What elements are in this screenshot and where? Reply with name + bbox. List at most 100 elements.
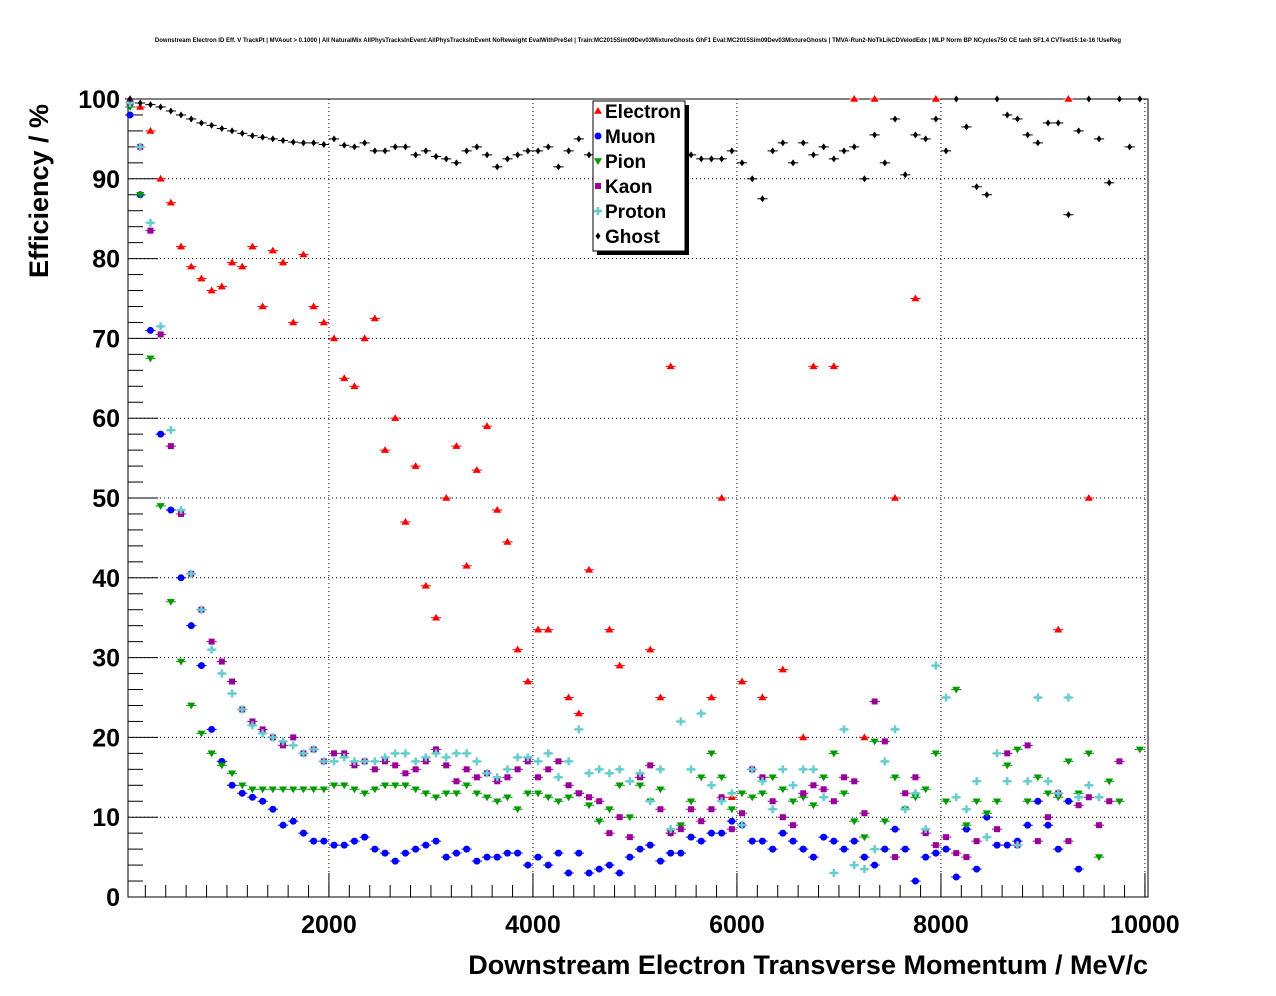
x-tick-label: 2000 <box>301 911 357 939</box>
ghost-data-point <box>1035 139 1041 147</box>
muon-data-point <box>503 849 511 857</box>
pion-data-point <box>238 782 247 790</box>
muon-data-point <box>473 857 481 865</box>
proton-data-point <box>615 765 624 774</box>
electron-data-point <box>166 198 175 206</box>
electron-data-point <box>462 561 471 569</box>
proton-data-point <box>401 749 410 758</box>
muon-data-point <box>667 849 675 857</box>
proton-data-point <box>707 781 716 790</box>
muon-data-point <box>830 837 838 845</box>
y-tick-label: 60 <box>92 405 120 433</box>
proton-data-point <box>972 777 981 786</box>
muon-data-point <box>463 845 471 853</box>
kaon-data-point <box>1085 794 1092 801</box>
muon-data-point <box>1064 797 1072 805</box>
electron-data-point <box>279 258 288 266</box>
muon-data-point <box>1024 821 1032 829</box>
proton-data-point <box>646 797 655 806</box>
ghost-data-point <box>719 155 725 163</box>
electron-data-point <box>615 661 624 669</box>
electron-data-point <box>809 362 818 370</box>
y-tick-label: 80 <box>92 246 120 274</box>
muon-data-point <box>412 845 420 853</box>
muon-data-point <box>238 789 246 797</box>
ghost-data-point <box>331 135 337 143</box>
ghost-data-point <box>474 143 480 151</box>
muon-data-point <box>554 849 562 857</box>
kaon-data-point <box>912 774 919 781</box>
pion-data-point <box>687 798 696 806</box>
x-tick-label: 4000 <box>505 911 561 939</box>
ghost-data-point <box>321 140 327 148</box>
ghost-data-point <box>188 115 194 123</box>
ghost-data-point <box>872 131 878 139</box>
proton-data-point <box>636 769 645 778</box>
muon-data-point <box>769 845 777 853</box>
y-tick-label: 90 <box>92 166 120 194</box>
ghost-data-point <box>810 151 816 159</box>
pion-data-point <box>350 786 359 794</box>
proton-data-point <box>462 749 471 758</box>
kaon-data-point <box>963 854 970 861</box>
x-tick-label: 8000 <box>913 911 969 939</box>
muon-data-point <box>187 622 195 630</box>
ghost-data-point <box>902 171 908 179</box>
pion-data-point <box>829 750 838 758</box>
muon-data-point <box>881 845 889 853</box>
proton-data-point <box>901 805 910 814</box>
pion-data-point <box>472 790 481 798</box>
muon-data-point <box>1034 797 1042 805</box>
ghost-data-point <box>351 143 357 151</box>
kaon-data-point <box>555 758 562 765</box>
pion-data-point <box>727 806 736 814</box>
ghost-data-point <box>423 147 429 155</box>
electron-data-point <box>656 693 665 701</box>
pion-data-point <box>768 774 777 782</box>
electron-data-point <box>666 362 675 370</box>
pion-data-point <box>982 810 991 818</box>
pion-data-point <box>166 598 175 606</box>
legend-label-muon: Muon <box>605 127 656 148</box>
kaon-data-point <box>1096 822 1103 829</box>
pion-data-point <box>850 818 859 826</box>
muon-data-point <box>728 817 736 825</box>
ghost-data-point <box>994 95 1000 103</box>
kaon-data-point <box>473 774 480 781</box>
proton-data-point <box>1023 777 1032 786</box>
pion-data-point <box>758 790 767 798</box>
kaon-data-point <box>1034 838 1041 845</box>
muon-data-point <box>636 845 644 853</box>
pion-data-point <box>891 774 900 782</box>
kaon-data-point <box>943 834 950 841</box>
kaon-data-point <box>932 842 939 849</box>
ghost-data-point <box>831 155 837 163</box>
pion-data-point <box>870 738 879 746</box>
proton-data-point <box>493 773 502 782</box>
ghost-data-point <box>290 138 296 146</box>
electron-data-point <box>483 422 492 429</box>
x-tick-label: 10000 <box>1110 911 1180 939</box>
ghost-data-point <box>688 151 694 159</box>
pion-data-point <box>676 822 685 830</box>
muon-data-point <box>361 833 369 841</box>
pion-data-point <box>279 786 288 794</box>
proton-data-point <box>1064 693 1073 702</box>
pion-data-point <box>778 786 787 794</box>
pion-data-point <box>503 794 512 802</box>
electron-data-point <box>1084 494 1093 501</box>
proton-data-point <box>789 781 798 790</box>
pion-data-point <box>258 786 267 794</box>
proton-data-point <box>738 821 747 830</box>
pion-data-point <box>1044 790 1053 798</box>
kaon-data-point <box>371 766 378 773</box>
ghost-data-point <box>402 143 408 151</box>
muon-data-point <box>605 861 613 869</box>
proton-data-point <box>1013 841 1022 850</box>
kaon-data-point <box>1075 802 1082 809</box>
proton-data-point <box>1084 781 1093 790</box>
proton-data-point <box>625 777 634 786</box>
pion-data-point <box>564 794 573 802</box>
electron-data-point <box>585 565 594 573</box>
pion-data-point <box>819 774 828 782</box>
